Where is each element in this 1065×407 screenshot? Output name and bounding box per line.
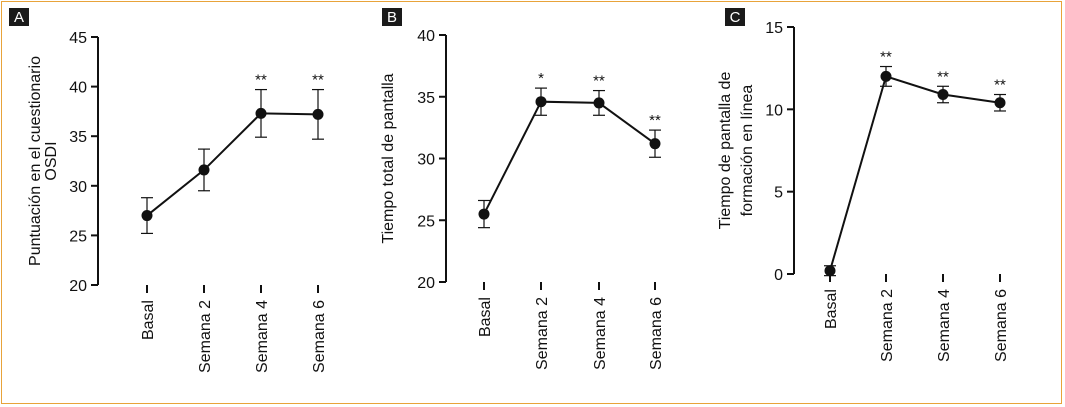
data-point <box>880 70 892 82</box>
y-tick-label: 15 <box>765 20 783 37</box>
series-line <box>146 112 319 217</box>
x-tick-label: Semana 4 <box>592 297 609 370</box>
x-tick-label: Semana 6 <box>993 289 1010 362</box>
y-tick-label: 45 <box>69 30 87 47</box>
y-tick-label: 0 <box>774 267 783 284</box>
series-line <box>829 75 1001 271</box>
panel-c: C 0 5 10 15 Tiempo de pantalla de formación en… <box>717 8 1010 362</box>
y-tick-label: 30 <box>417 152 435 169</box>
y-tick-label: 35 <box>69 129 87 146</box>
significance-marker: ** <box>593 73 605 90</box>
significance-marker: ** <box>880 49 892 66</box>
significance-marker: ** <box>255 72 267 89</box>
x-tick-label: Semana 4 <box>936 289 953 362</box>
significance-marker: ** <box>994 77 1006 94</box>
data-point <box>535 96 547 108</box>
data-point <box>824 265 836 277</box>
panel-badge <box>9 8 29 26</box>
significance-marker: ** <box>649 112 661 129</box>
series-line <box>483 100 656 215</box>
panel-letter: C <box>730 9 741 26</box>
data-point <box>994 97 1006 109</box>
y-axis-title: OSDI <box>43 141 60 180</box>
y-tick-label: 10 <box>765 102 783 119</box>
significance-marker: * <box>538 70 544 87</box>
panel-b: B 20 25 30 35 40 Tiempo total de pantalla Basal… <box>380 8 665 370</box>
x-tick-label: Semana 4 <box>254 300 271 373</box>
x-tick-label: Basal <box>140 300 157 340</box>
y-axis-title: Tiempo de pantalla de <box>717 72 734 230</box>
panel-letter: B <box>387 9 397 26</box>
x-tick-label: Semana 2 <box>879 289 896 362</box>
panel-letter: A <box>14 9 24 26</box>
data-point <box>312 108 324 120</box>
y-tick-label: 40 <box>69 80 87 97</box>
data-point <box>198 164 210 176</box>
x-tick-label: Semana 6 <box>648 297 665 370</box>
data-point <box>141 210 153 222</box>
significance-marker: ** <box>937 68 949 85</box>
data-point <box>937 89 949 101</box>
y-axis-title: Tiempo total de pantalla <box>380 73 397 243</box>
y-tick-label: 35 <box>417 90 435 107</box>
x-tick-label: Basal <box>477 297 494 337</box>
panel-badge <box>382 8 402 26</box>
x-tick-label: Semana 6 <box>311 300 328 373</box>
x-tick-label: Basal <box>823 289 840 329</box>
y-tick-label: 25 <box>417 213 435 230</box>
data-point <box>478 208 490 220</box>
y-tick-label: 20 <box>69 278 87 295</box>
y-tick-label: 20 <box>417 275 435 292</box>
data-point <box>593 97 605 109</box>
x-tick-label: Semana 2 <box>197 300 214 373</box>
y-tick-label: 25 <box>69 228 87 245</box>
y-tick-label: 40 <box>417 28 435 45</box>
y-tick-label: 5 <box>774 185 783 202</box>
y-axis-title: formación en línea <box>739 85 756 217</box>
panel-badge <box>725 8 745 26</box>
significance-marker: ** <box>312 72 324 89</box>
data-point <box>649 138 661 150</box>
y-axis-title: Puntuación en el cuestionario <box>27 56 44 266</box>
y-tick-label: 30 <box>69 179 87 196</box>
data-point <box>255 107 267 119</box>
panel-a: A 20 25 30 35 40 45 Puntuación en el cuestionar… <box>9 8 328 373</box>
x-tick-label: Semana 2 <box>534 297 551 370</box>
